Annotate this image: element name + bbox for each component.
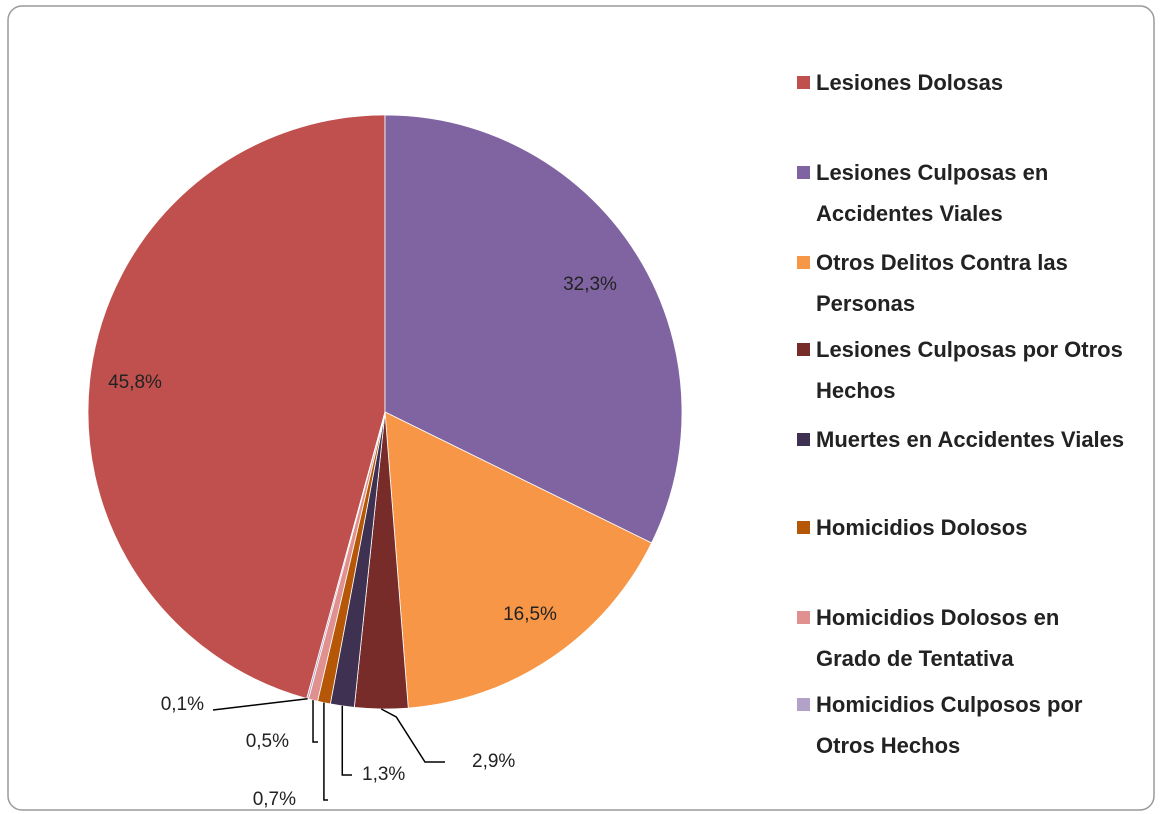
legend-swatch — [797, 521, 810, 534]
data-label: 32,3% — [563, 274, 617, 295]
legend-item: Muertes en Accidentes Viales — [797, 419, 1127, 460]
pie-slice — [384, 114, 683, 544]
legend-swatch — [797, 433, 810, 446]
legend-item: Homicidios Dolosos — [797, 507, 1127, 548]
legend-item: Homicidios Culposos por Otros Hechos — [797, 684, 1127, 766]
data-label: 16,5% — [503, 604, 557, 625]
leader-line — [380, 708, 445, 763]
data-label: 0,7% — [253, 789, 296, 810]
legend-label: Lesiones Dolosas — [816, 70, 1004, 95]
legend-item: Lesiones Culposas por Otros Hechos — [797, 329, 1127, 411]
legend-label: Homicidios Dolosos en Grado de Tentativa — [816, 605, 1060, 671]
legend-item: Otros Delitos Contra las Personas — [797, 242, 1127, 324]
data-label: 1,3% — [362, 764, 405, 785]
leader-line — [212, 697, 308, 711]
legend-swatch — [797, 698, 810, 711]
legend-label: Homicidios Culposos por Otros Hechos — [816, 692, 1083, 758]
leader-line — [341, 705, 352, 776]
data-label: 45,8% — [108, 372, 162, 393]
data-label: 0,1% — [161, 694, 204, 715]
data-label: 2,9% — [472, 751, 515, 772]
legend-swatch — [797, 76, 810, 89]
data-label: 0,5% — [246, 731, 289, 752]
legend-label: Otros Delitos Contra las Personas — [816, 250, 1068, 316]
leader-line — [323, 702, 328, 801]
leader-line — [312, 700, 318, 743]
legend-label: Homicidios Dolosos — [816, 515, 1028, 540]
legend-label: Lesiones Culposas por Otros Hechos — [816, 337, 1123, 403]
legend-label: Muertes en Accidentes Viales — [816, 427, 1125, 452]
legend-swatch — [797, 611, 810, 624]
legend-item: Homicidios Dolosos en Grado de Tentativa — [797, 597, 1127, 679]
legend-swatch — [797, 343, 810, 356]
legend-item: Lesiones Dolosas — [797, 62, 1127, 103]
legend-label: Lesiones Culposas en Accidentes Viales — [816, 160, 1049, 226]
legend-swatch — [797, 166, 810, 179]
legend-swatch — [797, 256, 810, 269]
pie-slice — [87, 114, 386, 699]
pie-slice — [384, 411, 653, 709]
legend-item: Lesiones Culposas en Accidentes Viales — [797, 152, 1127, 234]
